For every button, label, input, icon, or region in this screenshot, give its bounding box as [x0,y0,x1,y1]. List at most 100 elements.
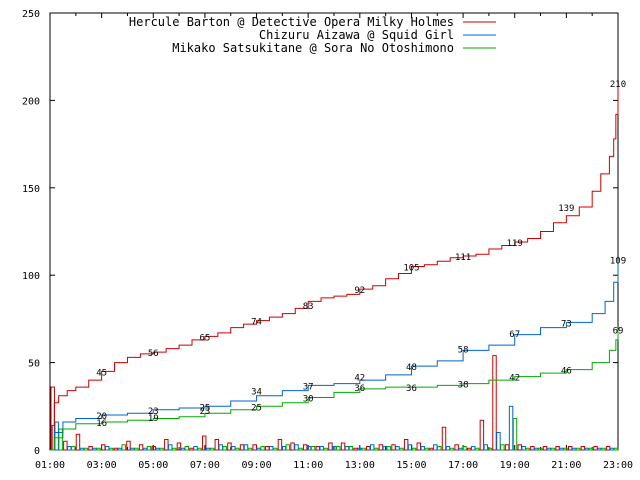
data-label: 92 [354,286,365,296]
hourly-bars [50,355,619,451]
bar-2 [433,444,438,451]
bar-1 [328,442,333,451]
bar-3 [298,447,303,451]
bar-1 [416,442,421,451]
data-label: 19 [148,414,159,424]
bar-2 [332,446,337,451]
bar-1 [75,433,81,451]
bar-2 [231,446,236,451]
x-tick-label: 23:00 [603,460,633,471]
data-label: 111 [455,253,471,263]
bar-2 [571,447,577,451]
data-label: 119 [507,239,523,249]
bar-2 [117,447,123,451]
bar-1 [227,442,232,451]
bar-3 [146,446,152,451]
bar-3 [159,447,164,451]
series-line-3 [50,329,619,451]
bar-3 [538,447,543,451]
data-label: 139 [558,204,574,214]
bar-2 [559,447,564,451]
bar-2 [445,446,451,451]
bar-1 [492,355,497,451]
x-tick-label: 07:00 [190,460,220,471]
bar-1 [441,426,447,451]
bar-3 [361,447,366,451]
data-label: 67 [509,330,520,340]
data-label: 37 [303,382,314,392]
bar-1 [593,446,598,451]
bar-2 [205,447,211,451]
bar-3 [71,446,76,451]
bar-2 [382,446,388,451]
bar-2 [104,446,110,451]
bar-1 [366,446,371,451]
bar-2 [306,446,312,451]
bar-2 [357,447,362,451]
bar-3 [336,446,341,451]
data-label: 105 [403,263,419,273]
bar-1 [454,444,459,451]
data-label: 30 [303,395,314,405]
x-tick-label: 21:00 [551,460,581,471]
bar-3 [96,447,101,451]
y-tick-label: 200 [22,96,40,107]
bar-3 [424,447,429,451]
data-label: 210 [610,80,626,90]
axes: 0 50 100 150 200 250 01:00 03:00 05:00 07:00 09:00… [22,9,633,471]
bar-1 [239,444,245,451]
bar-1 [479,419,485,451]
bar-2 [470,446,476,451]
y-tick-label: 0 [34,446,40,457]
bar-3 [348,446,354,451]
bar-2 [508,405,514,451]
data-label: 65 [199,333,210,343]
bar-2 [281,446,287,451]
bar-3 [613,447,619,451]
bar-1 [302,444,308,451]
bar-3 [575,447,581,451]
x-tick-label: 01:00 [35,460,65,471]
bar-3 [58,428,63,451]
bar-2 [193,446,198,451]
bar-3 [411,447,417,451]
data-label: 83 [303,302,314,312]
bar-1 [189,447,194,451]
bar-1 [403,439,409,451]
bar-3 [108,447,114,451]
bar-1 [580,446,586,451]
bar-3 [310,446,316,451]
data-label: 25 [199,403,210,413]
bar-1 [391,444,396,451]
bar-1 [176,442,182,451]
x-tick-label: 11:00 [293,460,323,471]
data-label: 45 [96,368,107,378]
series-lines [50,82,619,451]
bar-3 [83,447,89,451]
bar-2 [395,446,400,451]
x-tick-label: 17:00 [448,460,478,471]
bar-1 [63,440,68,451]
bar-3 [588,447,593,451]
bar-1 [555,446,560,451]
bar-1 [530,446,535,451]
data-label: 56 [148,349,159,359]
data-label: 20 [96,412,107,422]
bar-3 [399,447,404,451]
bar-3 [601,447,606,451]
bar-3 [209,447,215,451]
data-label: 69 [613,326,624,336]
data-label: 38 [458,381,469,391]
legend-label: Chizuru Aizawa @ Squid Girl [259,28,454,42]
bar-1 [315,446,321,451]
bar-2 [496,432,501,451]
bar-2 [534,447,539,451]
bar-1 [605,446,611,451]
bar-2 [168,444,173,451]
bar-2 [130,447,135,451]
x-tick-label: 13:00 [345,460,375,471]
bar-2 [584,447,590,451]
bar-2 [370,444,375,451]
bar-3 [525,447,530,451]
